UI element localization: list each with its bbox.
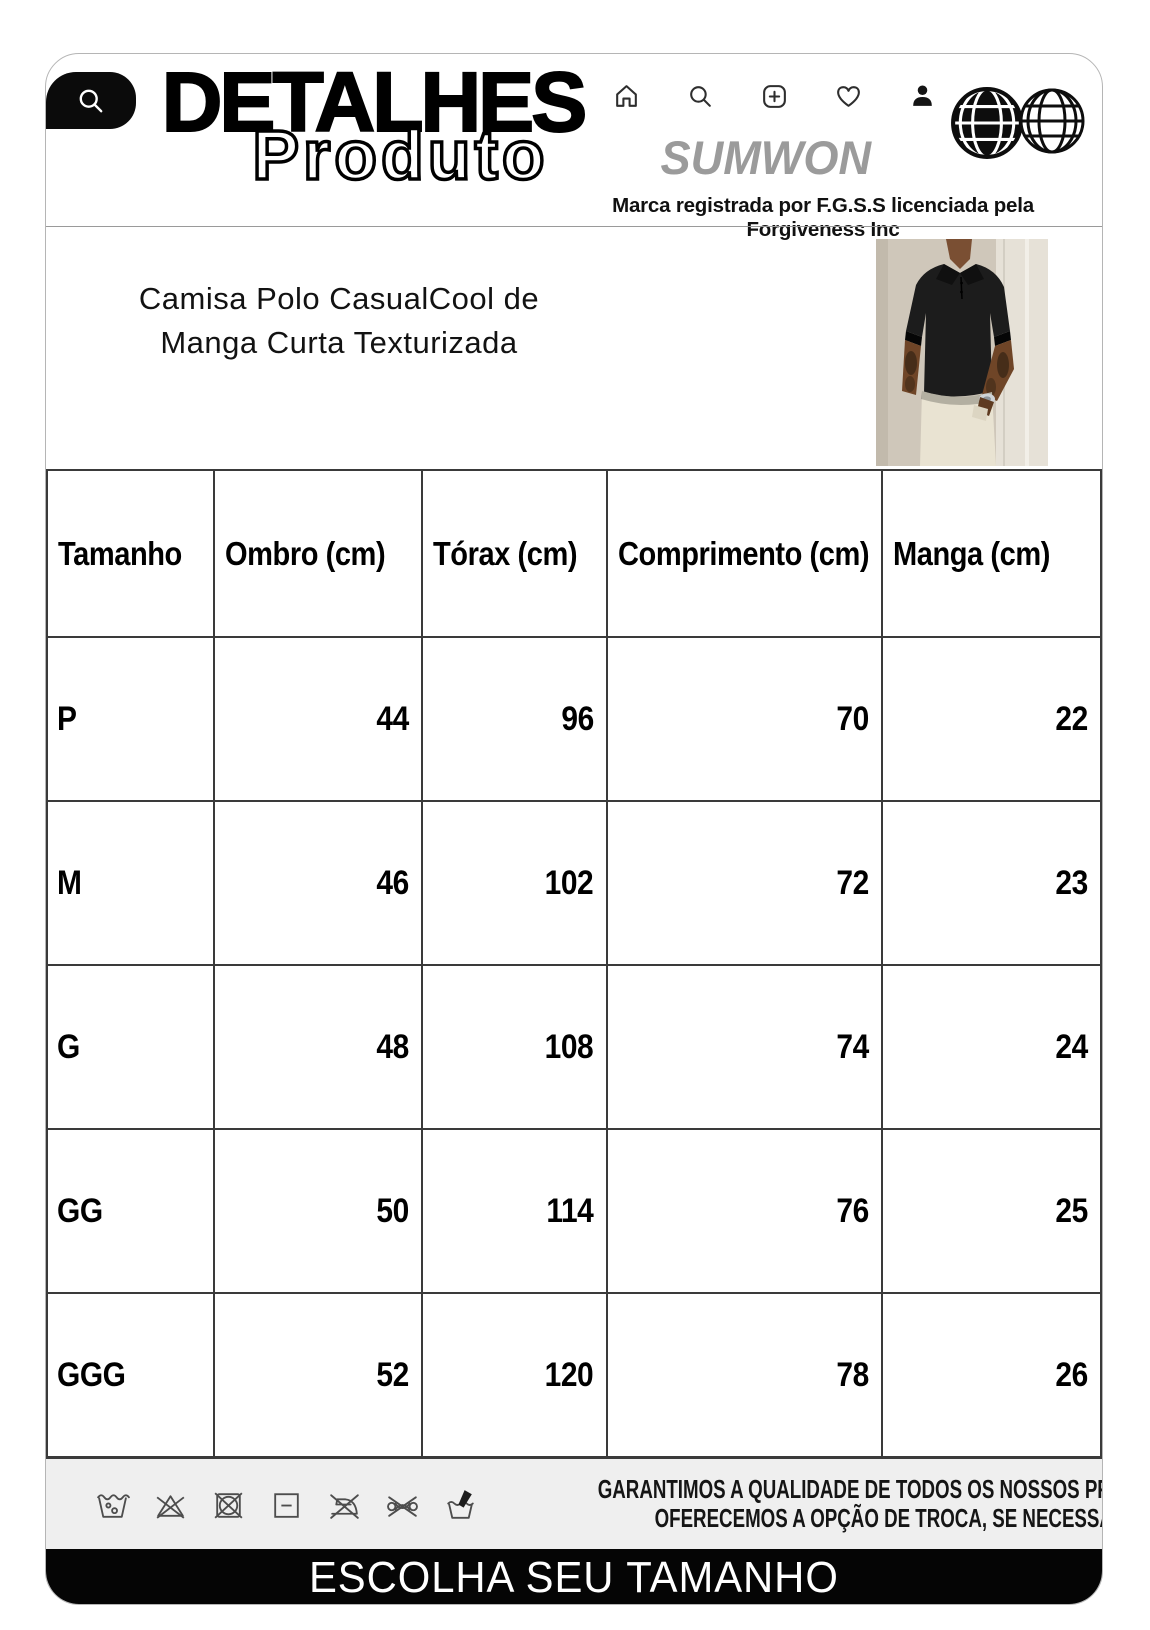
product-photo [876, 239, 1048, 466]
size-table: Tamanho Ombro (cm) Tórax (cm) Compriment… [46, 469, 1102, 1458]
value-cell: 48 [212, 964, 424, 1130]
globe-outline-icon [1019, 88, 1085, 154]
add-icon[interactable] [760, 82, 789, 111]
guarantee-line2: OFERECEMOS A OPÇÃO DE TROCA, SE NECESSÁR… [654, 1503, 1103, 1533]
table-row: GG 50 114 76 25 [46, 1128, 1102, 1294]
page-title: DETALHES Produto [158, 55, 588, 194]
size-cell: G [46, 964, 215, 1130]
hand-wash-icon [447, 1489, 474, 1519]
value-cell: 78 [605, 1292, 883, 1458]
column-header-manga: Manga (cm) [880, 469, 1102, 638]
value-cell: 26 [880, 1292, 1102, 1458]
value-cell: 24 [880, 964, 1102, 1130]
guarantee-text: GARANTIMOS A QUALIDADE DE TODOS OS NOSSO… [479, 1473, 1103, 1533]
value-cell: 74 [605, 964, 883, 1130]
table-row: GGG 52 120 78 26 [46, 1292, 1102, 1458]
heart-icon[interactable] [834, 82, 863, 111]
value-cell: 108 [421, 964, 608, 1130]
brand-logo: SUMWON [660, 131, 872, 184]
value-cell: 114 [421, 1128, 608, 1294]
size-cell: M [46, 800, 215, 966]
table-row: G 48 108 74 24 [46, 964, 1102, 1130]
product-detail-card: DETALHES Produto SUMWON Marca registrada… [45, 53, 1103, 1605]
profile-icon[interactable] [908, 82, 937, 111]
size-cell: GG [46, 1128, 215, 1294]
table-row: P 44 96 70 22 [46, 636, 1102, 802]
care-icons [94, 1486, 479, 1523]
value-cell: 120 [421, 1292, 608, 1458]
home-icon[interactable] [612, 82, 641, 111]
column-header-comprimento: Comprimento (cm) [605, 469, 883, 638]
product-section: Camisa Polo CasualCool de Manga Curta Te… [46, 226, 1102, 469]
column-header-tamanho: Tamanho [46, 469, 215, 638]
choose-size-bar[interactable]: ESCOLHA SEU TAMANHO [46, 1549, 1102, 1604]
product-title-line2: Manga Curta Texturizada [160, 325, 518, 361]
page-title-line2: Produto [251, 116, 549, 194]
size-cell: GGG [46, 1292, 215, 1458]
value-cell: 22 [880, 636, 1102, 802]
product-title-line1: Camisa Polo CasualCool de [138, 281, 540, 316]
do-not-bleach-icon [156, 1494, 185, 1519]
do-not-iron-icon [330, 1493, 359, 1519]
value-cell: 102 [421, 800, 608, 966]
do-not-tumble-dry-icon [214, 1492, 243, 1519]
search-button[interactable] [46, 72, 136, 129]
value-cell: 76 [605, 1128, 883, 1294]
care-section: GARANTIMOS A QUALIDADE DE TODOS OS NOSSO… [46, 1458, 1102, 1549]
product-title: Camisa Polo CasualCool de Manga Curta Te… [74, 277, 604, 365]
trademark-text: Marca registrada por F.G.S.S licenciada … [612, 194, 1034, 241]
value-cell: 50 [212, 1128, 424, 1294]
value-cell: 23 [880, 800, 1102, 966]
value-cell: 46 [212, 800, 424, 966]
column-header-ombro: Ombro (cm) [212, 469, 424, 638]
value-cell: 72 [605, 800, 883, 966]
machine-wash-icon [97, 1493, 130, 1518]
size-table-header-row: Tamanho Ombro (cm) Tórax (cm) Compriment… [46, 469, 1102, 638]
table-row: M 46 102 72 23 [46, 800, 1102, 966]
dry-flat-icon [274, 1492, 299, 1518]
column-header-torax: Tórax (cm) [421, 469, 608, 638]
value-cell: 25 [880, 1128, 1102, 1294]
value-cell: 52 [212, 1292, 424, 1458]
value-cell: 70 [605, 636, 883, 802]
guarantee-line1: GARANTIMOS A QUALIDADE DE TODOS OS NOSSO… [597, 1473, 1102, 1504]
do-not-wring-icon [387, 1495, 418, 1517]
value-cell: 96 [421, 636, 608, 802]
value-cell: 44 [212, 636, 424, 802]
navbar [612, 82, 937, 111]
globe-filled-icon [951, 87, 1023, 159]
size-cell: P [46, 636, 215, 802]
search-icon [79, 89, 103, 112]
choose-size-label: ESCOLHA SEU TAMANHO [309, 1553, 839, 1602]
search-icon[interactable] [686, 82, 715, 111]
page-title-line1: DETALHES [161, 55, 588, 149]
header: DETALHES Produto SUMWON Marca registrada… [46, 54, 1102, 241]
